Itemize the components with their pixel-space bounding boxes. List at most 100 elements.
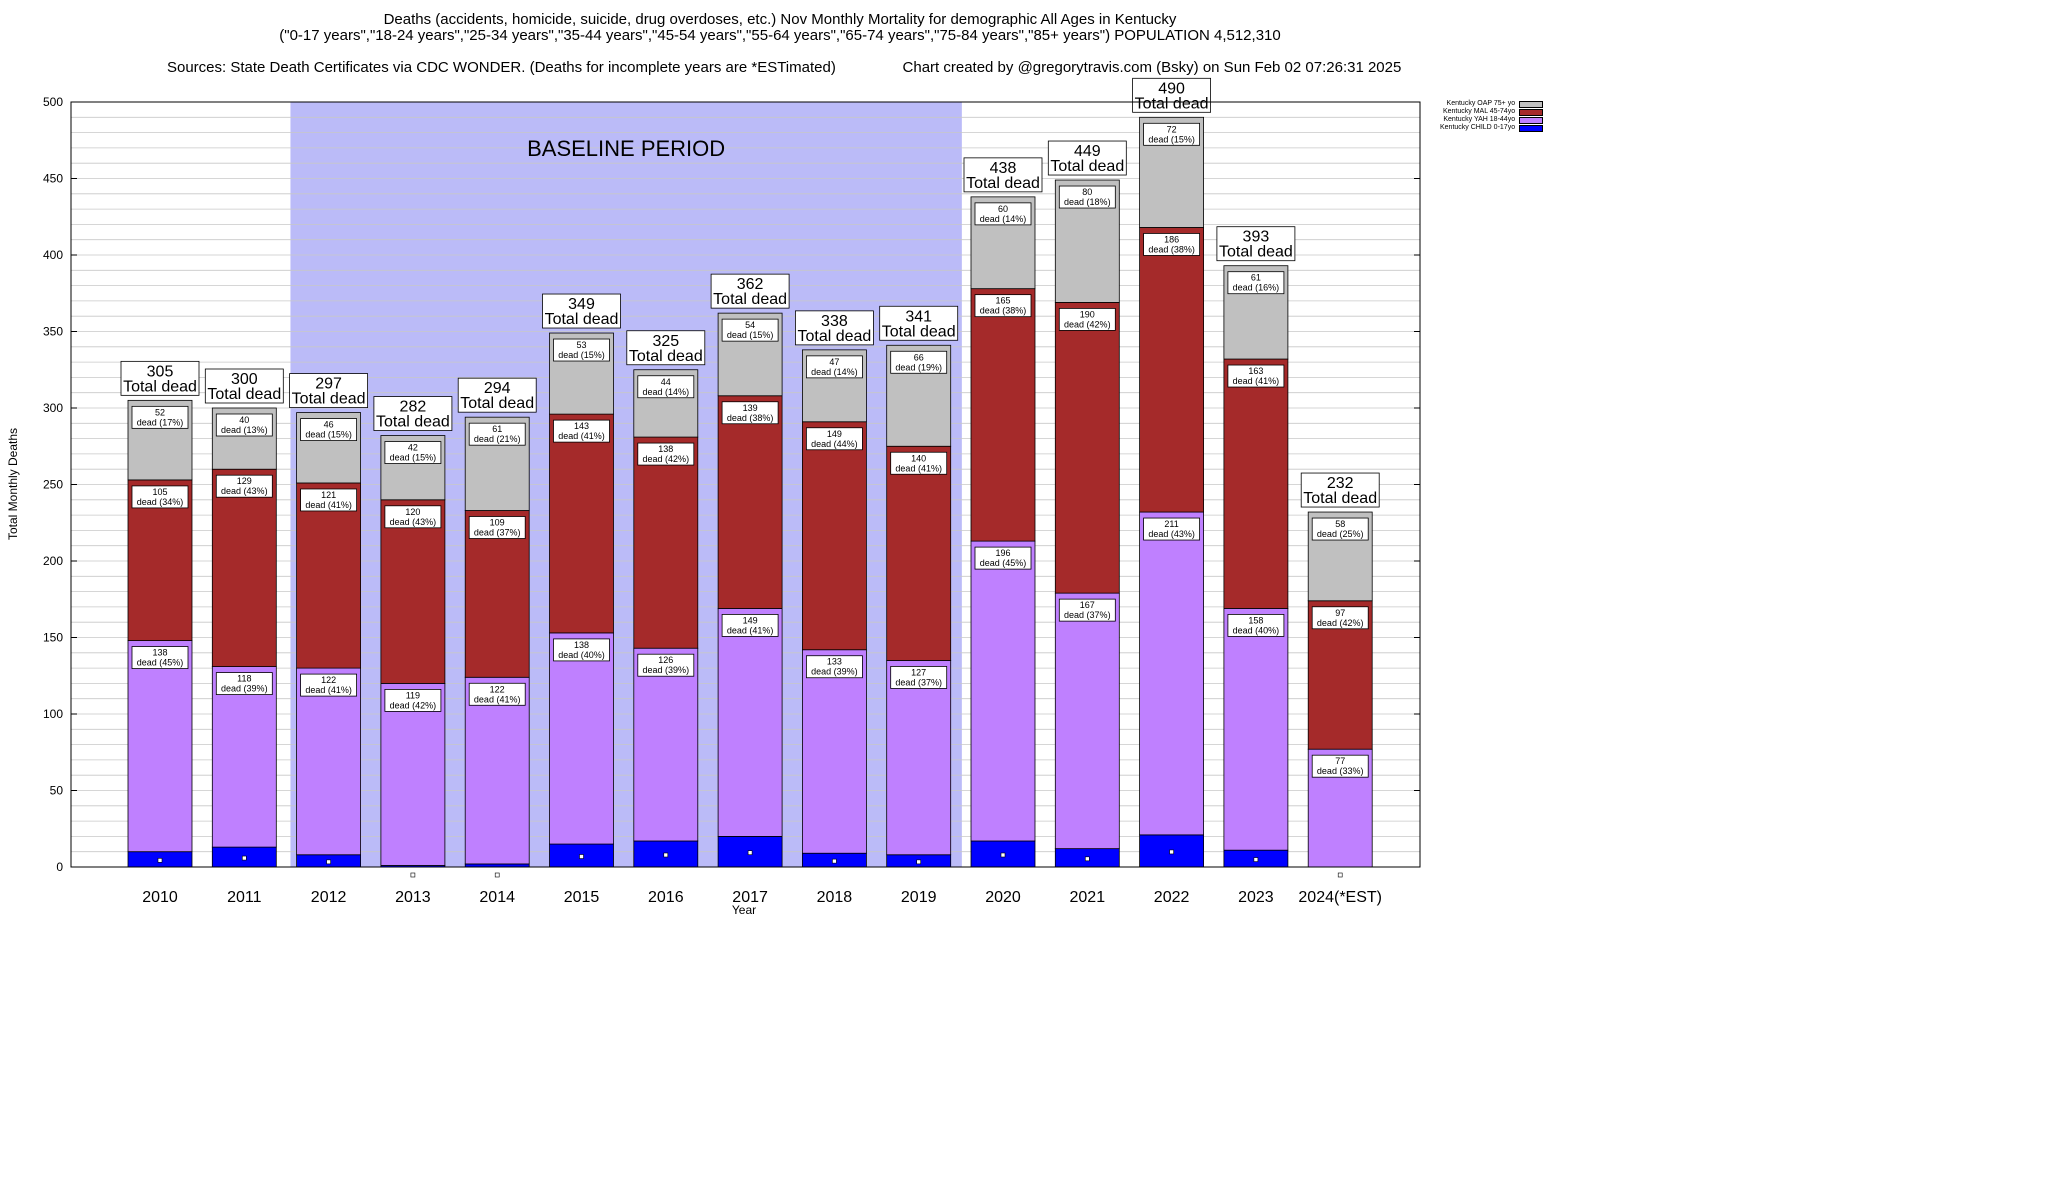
total-label-box	[289, 373, 369, 408]
child-marker	[242, 855, 247, 861]
baseline-label: BASELINE PERIOD	[527, 136, 725, 161]
y-tick-label: 50	[50, 784, 64, 798]
segment-value-label: 72	[1167, 124, 1177, 134]
legend-label: Kentucky CHILD 0-17yo	[1440, 124, 1516, 131]
segment-value-label: 122	[490, 684, 505, 694]
stacked-bar-chart: 0 50 100 150 200 250 300 350 400 450 500 BASELINE P…	[6, 77, 1421, 917]
child-marker	[1169, 849, 1174, 855]
total-label-box	[1300, 472, 1380, 508]
y-tick-label: 350	[43, 325, 63, 339]
segment-label-box	[553, 419, 610, 443]
total-text-label: Total dead	[545, 311, 619, 328]
child-marker	[916, 859, 922, 865]
x-tick-label: 2024(*EST)	[1298, 889, 1382, 906]
segment-value-label: 61	[492, 424, 502, 434]
segment-pct-label: dead (40%)	[558, 650, 605, 660]
segment-label-box	[806, 427, 863, 451]
segment-pct-label: dead (15%)	[390, 453, 437, 463]
segment-pct-label: dead (41%)	[305, 685, 352, 695]
total-value-label: 438	[990, 160, 1017, 177]
segment-label-box	[553, 338, 610, 362]
y-tick-label: 450	[43, 172, 63, 186]
bar-segment-mal	[1139, 227, 1204, 513]
segment-pct-label: dead (25%)	[1317, 529, 1364, 539]
segment-label-box	[1058, 185, 1116, 209]
segment-label-box	[1227, 364, 1285, 388]
segment-label-box	[721, 401, 779, 425]
total-text-label: Total dead	[123, 378, 197, 395]
total-label-box	[120, 360, 200, 396]
total-value-label: 305	[147, 363, 174, 380]
bar-segment-yah	[970, 540, 1036, 842]
bar-segment-mal	[380, 499, 446, 684]
segment-pct-label: dead (43%)	[221, 486, 268, 496]
child-marker	[747, 850, 753, 856]
segment-label-box	[721, 318, 779, 342]
segment-pct-label: dead (15%)	[1148, 134, 1195, 144]
x-axis-title: Year	[732, 903, 756, 917]
segment-value-label: 211	[1164, 519, 1178, 529]
segment-label-box	[1227, 271, 1285, 295]
segment-value-label: 77	[1335, 756, 1345, 766]
total-value-label: 393	[1243, 229, 1270, 246]
segment-label-box	[974, 546, 1032, 570]
total-label-box	[710, 273, 790, 309]
bar-segment-yah	[802, 649, 867, 854]
total-text-label: Total dead	[1219, 244, 1293, 261]
segment-pct-label: dead (42%)	[1064, 319, 1111, 329]
x-tick-label: 2014	[479, 889, 515, 906]
x-tick-label: 2012	[311, 889, 347, 906]
total-label-box	[795, 310, 874, 346]
segment-label-box	[890, 666, 948, 689]
legend-item: Kentucky CHILD 0-17yo	[1440, 124, 1544, 132]
segment-value-label: 127	[911, 667, 926, 677]
bar-segment-mal	[717, 395, 783, 609]
segment-pct-label: dead (19%)	[895, 362, 942, 372]
segment-label-box	[131, 485, 189, 509]
segment-pct-label: dead (45%)	[980, 558, 1027, 568]
segment-label-box	[974, 294, 1032, 318]
segment-value-label: 158	[1248, 615, 1263, 625]
bar-segment-yah	[1139, 511, 1204, 836]
x-tick-label: 2019	[901, 889, 937, 906]
segment-label-box	[300, 488, 358, 512]
total-text-label: Total dead	[1303, 490, 1377, 507]
child-marker	[494, 872, 500, 878]
segment-value-label: 80	[1082, 187, 1092, 197]
segment-pct-label: dead (15%)	[727, 330, 774, 340]
total-label-box	[204, 368, 284, 404]
child-marker	[579, 854, 584, 859]
segment-pct-label: dead (43%)	[1148, 529, 1195, 539]
segment-pct-label: dead (16%)	[1233, 283, 1280, 293]
total-value-label: 490	[1158, 80, 1185, 97]
x-tick-label: 2013	[395, 889, 431, 906]
segment-value-label: 119	[406, 690, 420, 700]
segment-value-label: 190	[1080, 309, 1095, 319]
total-label-box	[1216, 226, 1296, 262]
segment-label-box	[974, 202, 1032, 226]
x-tick-label: 2022	[1154, 889, 1190, 906]
segment-label-box	[384, 505, 442, 529]
segment-label-box	[637, 375, 695, 399]
y-tick-label: 250	[43, 478, 63, 492]
segment-pct-label: dead (18%)	[1064, 197, 1111, 207]
total-value-label: 282	[400, 399, 427, 416]
segment-value-label: 139	[743, 403, 758, 413]
segment-label-box	[553, 638, 610, 662]
segment-label-box	[806, 655, 863, 679]
bar-segment-yah	[464, 676, 530, 865]
bar-segment-yah	[211, 666, 277, 848]
segment-pct-label: dead (13%)	[221, 425, 268, 435]
segment-value-label: 109	[490, 518, 505, 528]
segment-label-box	[1143, 517, 1200, 541]
child-marker	[410, 872, 416, 878]
total-text-label: Total dead	[460, 395, 534, 412]
child-marker	[832, 858, 837, 864]
total-label-box	[626, 330, 706, 366]
segment-label-box	[890, 451, 948, 475]
segment-value-label: 44	[661, 377, 671, 387]
total-value-label: 325	[652, 333, 679, 350]
credit-text: Chart created by @gregorytravis.com (Bsk…	[902, 59, 1402, 76]
segment-value-label: 149	[743, 615, 758, 625]
segment-label-box	[1311, 606, 1369, 630]
